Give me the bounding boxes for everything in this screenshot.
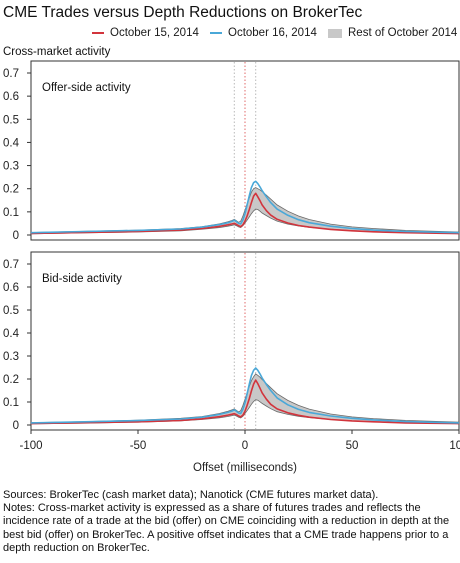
y-tick-label: 0.1 [3,397,19,409]
panel-offer-side: 0 0.1 0.2 0.3 0.4 0.5 0.6 0.7 Offer-side activit… [3,60,460,242]
band-upper-edge [30,373,460,424]
notes-text: Notes: Cross-market activity is expresse… [3,502,450,554]
y-tick-label: 0.6 [3,282,19,294]
y-tick-label: 0.2 [3,374,19,386]
legend-item-rest: Rest of October 2014 [328,27,457,39]
series-october-16 [30,180,460,234]
x-tick-label: 50 [346,440,359,452]
y-tick-label: 0.7 [3,68,19,80]
x-tick-label: -100 [19,440,42,452]
legend-swatch-oct15 [92,32,104,34]
y-tick-label: 0.3 [3,351,19,363]
chart-footer: Sources: BrokerTec (cash market data); N… [3,489,455,555]
legend-item-oct16: October 16, 2014 [210,27,317,39]
y-tick-label: 0 [13,230,19,242]
y-tick-label: 0 [13,420,19,432]
y-axis-label: Cross-market activity [3,46,111,58]
legend-label-rest: Rest of October 2014 [348,27,458,39]
chart-plot: 0 0.1 0.2 0.3 0.4 0.5 0.6 0.7 Offer-side activit… [3,60,460,474]
x-tick-label: -50 [130,440,147,452]
panel-bid-side: 0 0.1 0.2 0.3 0.4 0.5 0.6 0.7 Bid-side activity -… [3,251,460,474]
legend-swatch-rest [328,28,342,38]
legend-label-oct15: October 15, 2014 [110,27,199,39]
y-tick-label: 0.5 [3,305,19,317]
series-october-15 [30,192,460,235]
chart-title: CME Trades versus Depth Reductions on Br… [3,4,363,21]
y-tick-label: 0.7 [3,259,19,271]
y-tick-label: 0.4 [3,328,20,340]
y-tick-label: 0.5 [3,114,19,126]
x-tick-label: 100 [449,440,460,452]
y-tick-label: 0.2 [3,184,19,196]
panel-label: Offer-side activity [42,82,131,94]
y-tick-label: 0.6 [3,91,19,103]
series-october-16 [30,367,460,424]
y-tick-label: 0.3 [3,161,19,173]
band-upper-edge [30,187,460,233]
x-axis-label: Offset (milliseconds) [193,462,297,474]
legend-swatch-oct16 [210,32,222,34]
y-tick-label: 0.1 [3,207,19,219]
x-tick-label: 0 [242,440,248,452]
series-october-15 [30,379,460,425]
y-tick-label: 0.4 [3,137,20,149]
legend-item-oct15: October 15, 2014 [92,27,199,39]
panel-frame [30,60,460,241]
legend: October 15, 2014 October 16, 2014 Rest o… [0,27,460,43]
sources-note: Sources: BrokerTec (cash market data); N… [3,489,379,501]
panel-label: Bid-side activity [42,273,122,285]
legend-label-oct16: October 16, 2014 [228,27,317,39]
